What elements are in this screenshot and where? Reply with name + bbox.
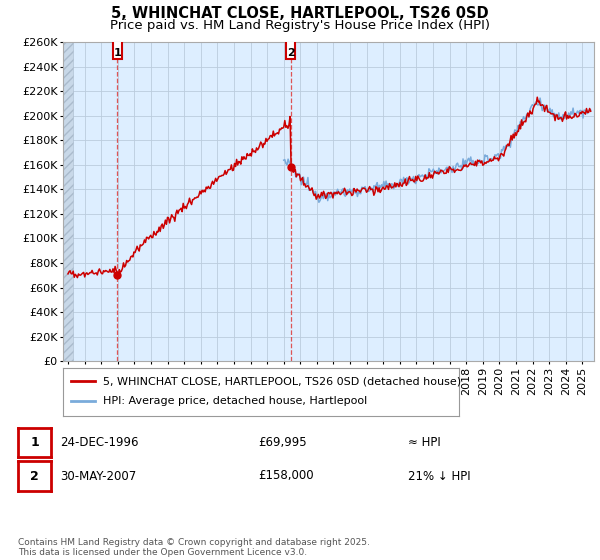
Text: £158,000: £158,000 [258,469,314,483]
Text: Price paid vs. HM Land Registry's House Price Index (HPI): Price paid vs. HM Land Registry's House … [110,19,490,32]
Text: 1: 1 [30,436,39,449]
Text: Contains HM Land Registry data © Crown copyright and database right 2025.
This d: Contains HM Land Registry data © Crown c… [18,538,370,557]
Text: 5, WHINCHAT CLOSE, HARTLEPOOL, TS26 0SD: 5, WHINCHAT CLOSE, HARTLEPOOL, TS26 0SD [111,6,489,21]
Text: 30-MAY-2007: 30-MAY-2007 [60,469,136,483]
Text: £69,995: £69,995 [258,436,307,449]
Text: 1: 1 [113,48,121,58]
Text: ≈ HPI: ≈ HPI [408,436,441,449]
Text: HPI: Average price, detached house, Hartlepool: HPI: Average price, detached house, Hart… [103,396,367,406]
Bar [286,37,295,59]
Text: 2: 2 [30,469,39,483]
Bar [113,37,122,59]
Text: 5, WHINCHAT CLOSE, HARTLEPOOL, TS26 0SD (detached house): 5, WHINCHAT CLOSE, HARTLEPOOL, TS26 0SD … [103,376,461,386]
Text: 21% ↓ HPI: 21% ↓ HPI [408,469,470,483]
Text: 24-DEC-1996: 24-DEC-1996 [60,436,139,449]
Text: 2: 2 [287,48,295,58]
